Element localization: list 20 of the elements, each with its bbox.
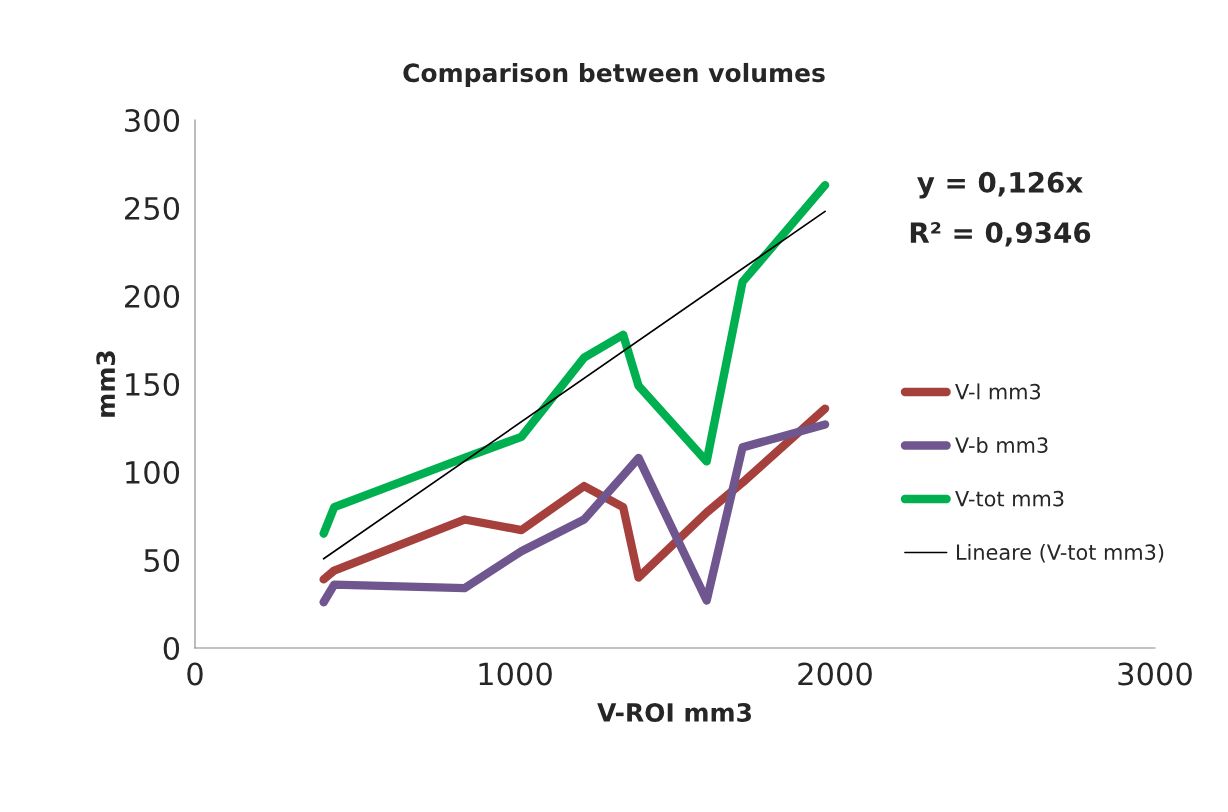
y-axis-title: mm3 bbox=[96, 351, 116, 417]
legend-label: V-b mm3 bbox=[955, 436, 1048, 454]
y-tick-label: 250 bbox=[125, 196, 180, 221]
y-tick-label: 200 bbox=[125, 284, 180, 309]
x-tick-label: 0 bbox=[187, 662, 203, 686]
chart-title: Comparison between volumes bbox=[403, 62, 825, 88]
legend-label: V-l mm3 bbox=[955, 383, 1041, 400]
x-tick-label: 3000 bbox=[1118, 662, 1192, 686]
x-tick-label: 2000 bbox=[798, 662, 872, 686]
y-tick-label: 100 bbox=[126, 460, 180, 485]
y-tick-label: 300 bbox=[125, 108, 180, 133]
annotation: R² = 0,9346 bbox=[910, 222, 1091, 247]
y-tick-label: 150 bbox=[126, 372, 180, 397]
y-tick-label: 0 bbox=[163, 636, 180, 661]
annotation: y = 0,126x bbox=[917, 171, 1083, 199]
y-tick-label: 50 bbox=[144, 548, 180, 573]
x-axis-title: V-ROI mm3 bbox=[597, 703, 751, 722]
legend-label: V-tot mm3 bbox=[955, 490, 1064, 507]
x-tick-label: 1000 bbox=[479, 662, 552, 686]
legend-label: Lineare (V-tot mm3) bbox=[956, 543, 1164, 563]
